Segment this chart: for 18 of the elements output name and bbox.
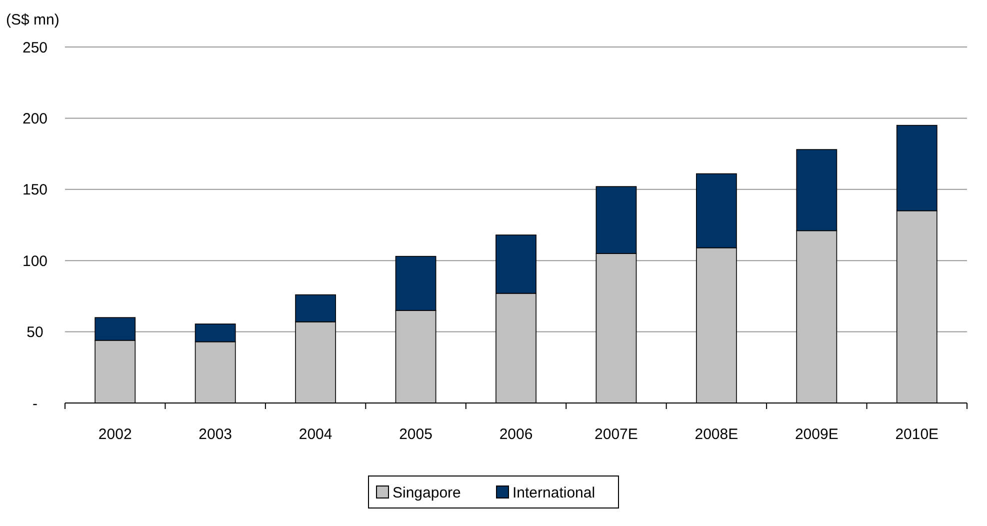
x-tick-label: 2009E — [794, 426, 838, 443]
y-axis-title: (S$ mn) — [6, 11, 60, 28]
x-tick-label: 2003 — [198, 426, 232, 443]
x-tick-label: 2010E — [895, 426, 939, 443]
x-tick-label: 2005 — [399, 426, 432, 443]
x-tick-label: 2007E — [594, 426, 638, 443]
y-tick-label: 250 — [22, 39, 48, 56]
legend-label: International — [512, 484, 596, 502]
x-tick-label: 2004 — [298, 426, 332, 443]
y-tick-label: 150 — [22, 182, 48, 199]
x-tick-label: 2006 — [499, 426, 533, 443]
x-tick-label: 2002 — [98, 426, 132, 443]
x-tick-label: 2008E — [694, 426, 738, 443]
legend-label: Singapore — [392, 484, 461, 502]
y-tick-label: 50 — [26, 324, 44, 342]
y-tick-label: 200 — [22, 110, 48, 128]
y-tick-label: 100 — [22, 252, 48, 270]
y-tick-label: - — [32, 395, 38, 412]
